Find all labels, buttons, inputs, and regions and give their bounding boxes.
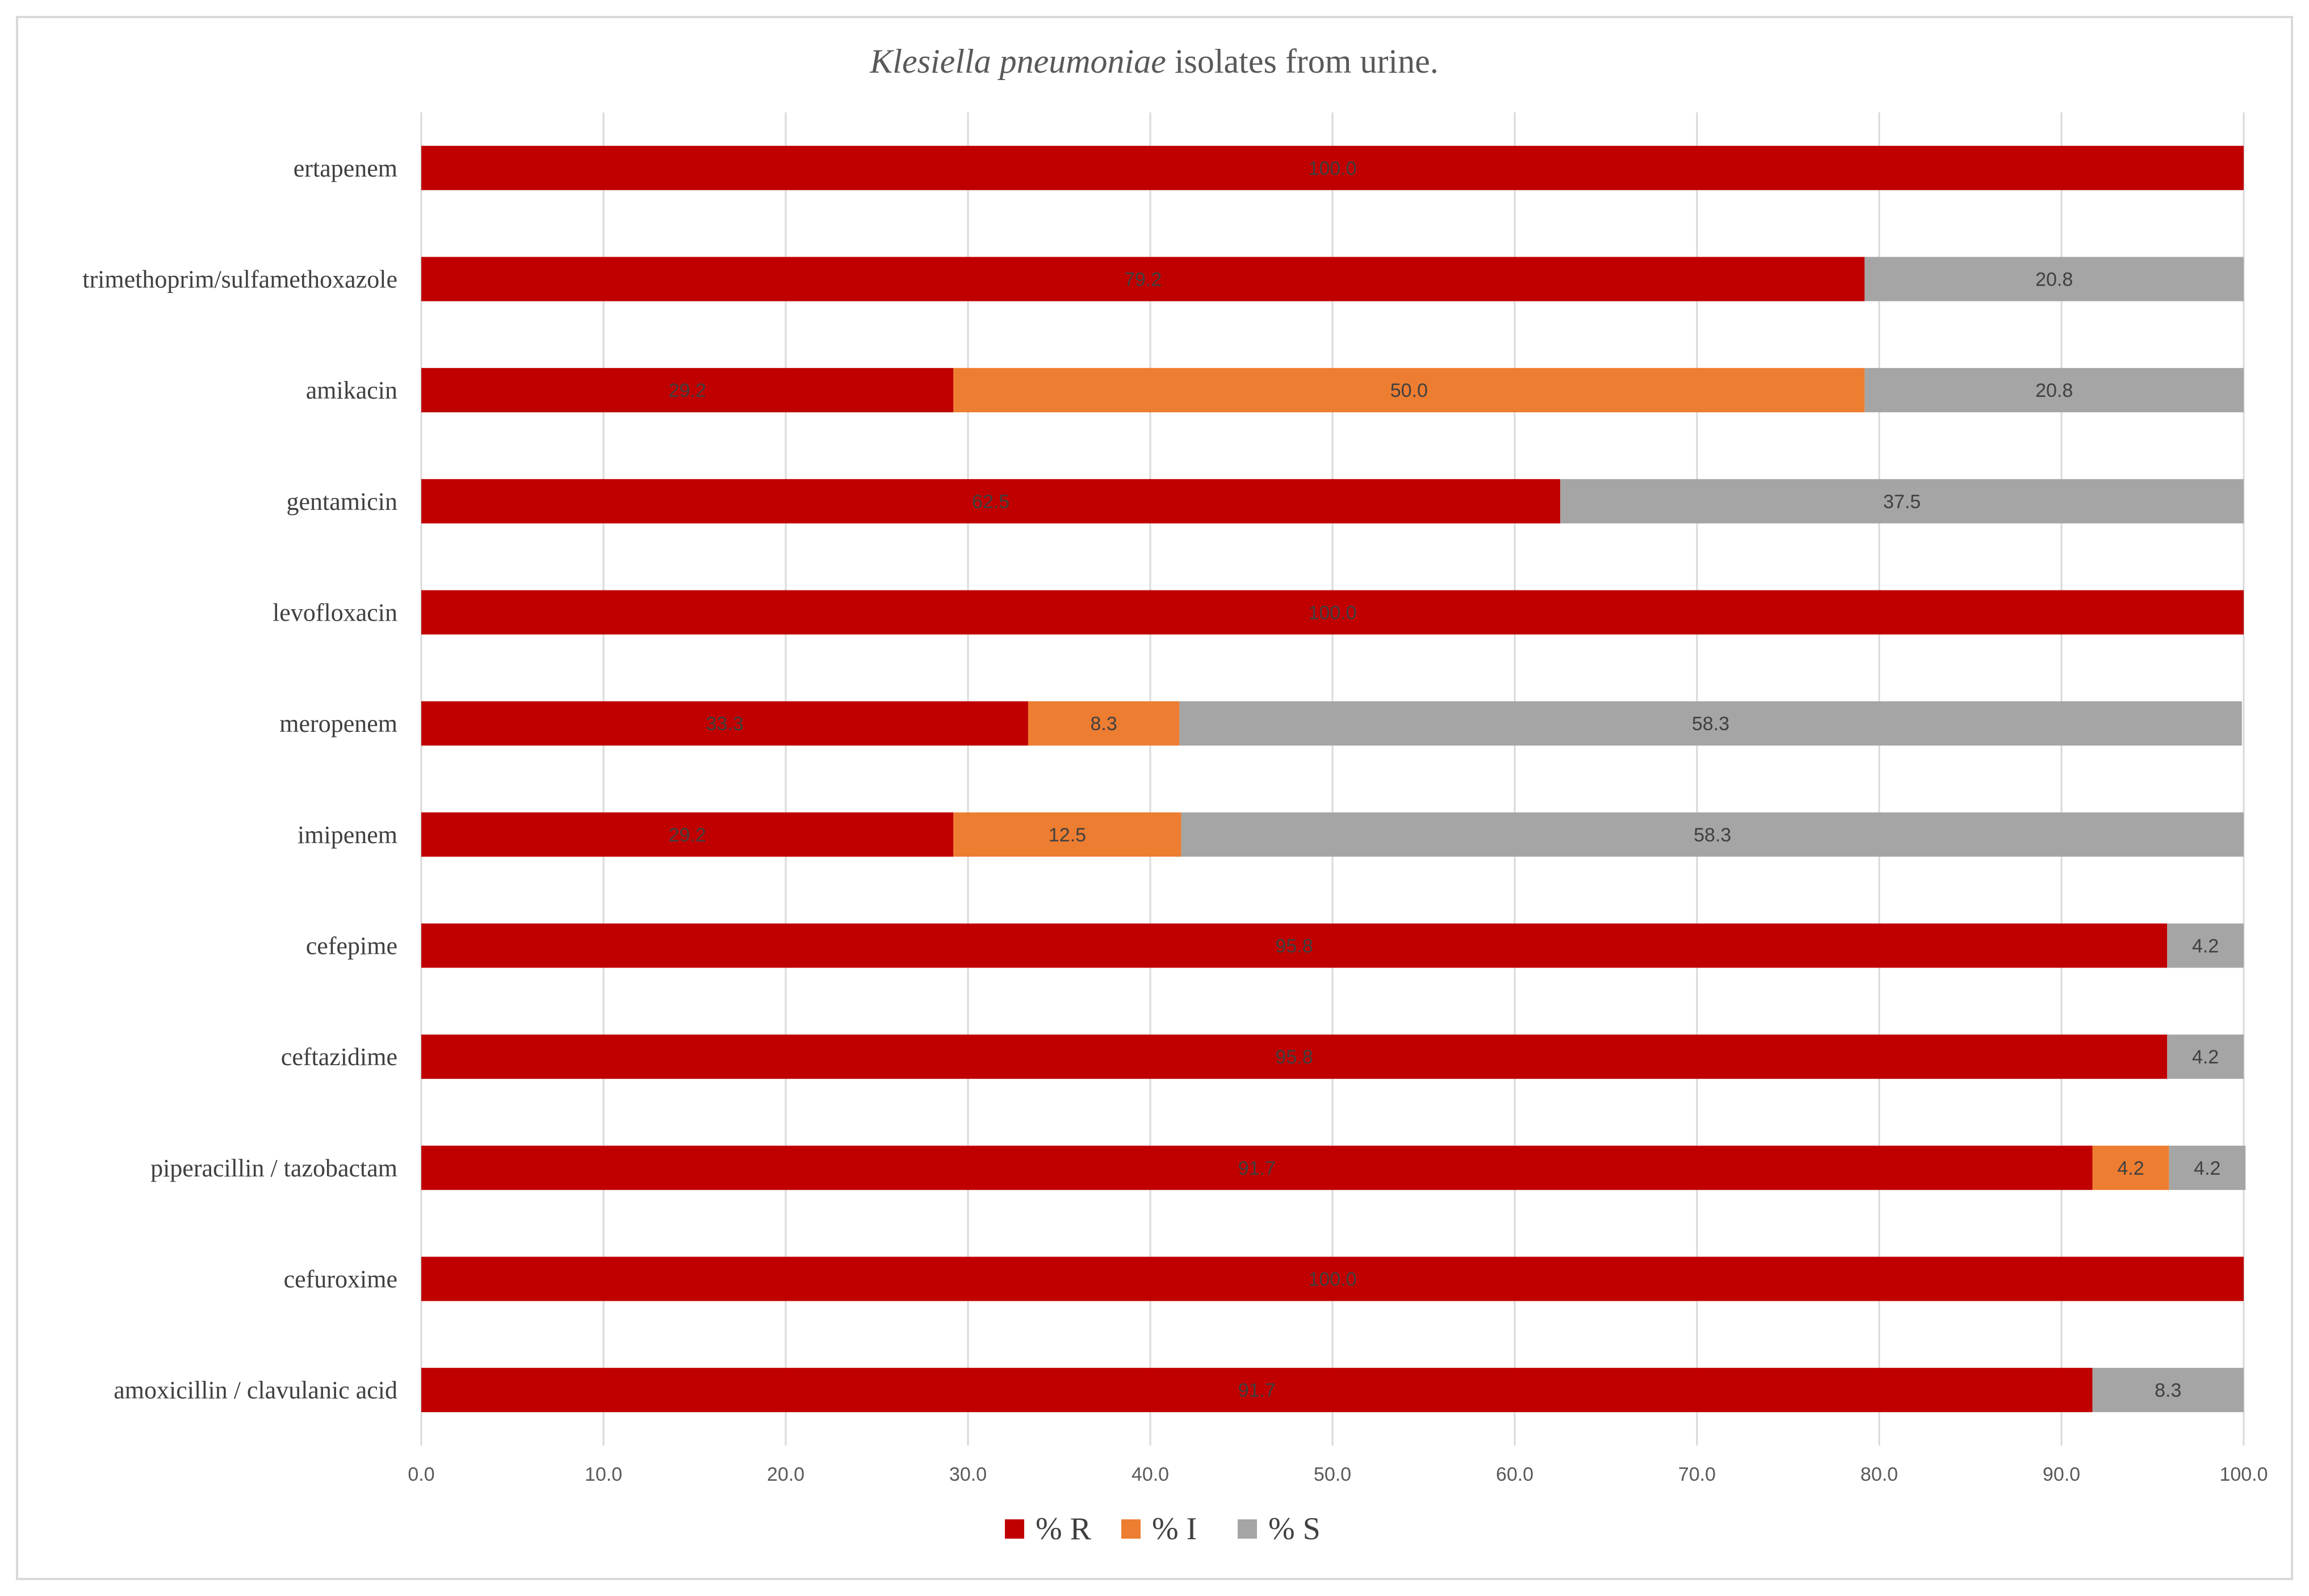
- bar-segment: [421, 479, 1561, 523]
- legend-label: % I: [1152, 1511, 1197, 1547]
- chart-frame: [16, 16, 2293, 1580]
- gridlines: [420, 112, 2245, 1446]
- category-label: amikacin: [306, 376, 397, 404]
- bar-segment: [421, 1256, 2244, 1301]
- bar-segment: [2167, 923, 2244, 968]
- bar-data-label: 91.7: [1238, 1380, 1276, 1401]
- bar-data-label: 12.5: [1049, 824, 1086, 846]
- bar-data-label: 58.3: [1694, 824, 1731, 846]
- bar-data-label: 50.0: [1390, 380, 1428, 401]
- bar-segment: [953, 812, 1181, 857]
- x-tick-label: 100.0: [2219, 1464, 2268, 1485]
- bar-segment: [421, 701, 1028, 746]
- category-label: imipenem: [297, 821, 397, 849]
- chart-title-rest: isolates from urine.: [1166, 43, 1439, 80]
- category-label: ceftazidime: [281, 1043, 397, 1071]
- bar-segment: [421, 257, 1865, 301]
- bar-segment: [2092, 1145, 2169, 1190]
- bar-data-label: 58.3: [1692, 713, 1729, 735]
- bar-segment: [1560, 479, 2244, 523]
- x-tick-label: 50.0: [1314, 1464, 1351, 1485]
- category-labels: ertapenem trimethoprim/sulfamethoxazole am…: [82, 154, 397, 1404]
- category-label: trimethoprim/sulfamethoxazole: [82, 266, 397, 294]
- category-label: levofloxacin: [273, 599, 397, 627]
- chart-title-italic: Klesiella pneumoniae: [869, 43, 1166, 80]
- legend-label: % S: [1268, 1511, 1321, 1547]
- x-tick-label: 60.0: [1496, 1464, 1533, 1485]
- bar-data-label: 4.2: [2117, 1158, 2144, 1179]
- legend: % R % I % S: [1005, 1511, 1321, 1547]
- x-tick-label: 0.0: [408, 1464, 434, 1485]
- x-axis-tick-labels: 0.0 10.0 20.0 30.0 40.0 50.0 60.0 70.0 80.0 90.0 1…: [408, 1464, 2268, 1485]
- legend-swatch: [1121, 1519, 1141, 1539]
- legend-swatch: [1005, 1519, 1024, 1539]
- bar-data-label: 62.5: [972, 491, 1009, 513]
- bar-data-label: 95.8: [1275, 936, 1313, 957]
- bar-data-label: 20.8: [2035, 380, 2073, 401]
- bar-segment: [421, 812, 954, 857]
- category-label: amoxicillin / clavulanic acid: [114, 1376, 397, 1404]
- category-label: meropenem: [279, 710, 397, 738]
- bar-segment: [1181, 812, 2244, 857]
- category-label: cefepime: [306, 932, 397, 960]
- bar-data-label: 33.3: [706, 713, 743, 735]
- bars: [421, 145, 2246, 1413]
- bar-segment: [2092, 1368, 2244, 1413]
- category-label: ertapenem: [294, 154, 397, 182]
- data-labels: 100.0 79.2 20.8 29.2 50.0 20.8 62.5 37.5 100.0 33…: [669, 158, 2221, 1401]
- bar-data-label: 91.7: [1238, 1158, 1276, 1179]
- bar-segment: [421, 368, 954, 413]
- x-tick-label: 80.0: [1860, 1464, 1898, 1485]
- bar-segment: [421, 1368, 2093, 1413]
- bar-segment: [1864, 257, 2244, 301]
- bar-segment: [421, 1034, 2168, 1079]
- legend-label: % R: [1036, 1511, 1092, 1547]
- legend-item: % S: [1238, 1511, 1321, 1547]
- legend-item: % R: [1005, 1511, 1092, 1547]
- bar-segment: [1864, 368, 2244, 413]
- bar-data-label: 79.2: [1124, 269, 1162, 291]
- chart-title: Klesiella pneumoniae isolates from urine…: [869, 43, 1438, 80]
- bar-data-label: 8.3: [1091, 713, 1117, 735]
- bar-segment: [421, 590, 2244, 635]
- x-tick-label: 30.0: [949, 1464, 987, 1485]
- x-tick-label: 20.0: [767, 1464, 804, 1485]
- bar-segment: [2167, 1034, 2244, 1079]
- category-label: gentamicin: [287, 488, 398, 516]
- bar-data-label: 4.2: [2192, 1046, 2219, 1068]
- bar-segment: [421, 145, 2244, 190]
- bar-segment: [2169, 1145, 2246, 1190]
- bar-data-label: 4.2: [2192, 936, 2219, 957]
- x-tick-label: 70.0: [1678, 1464, 1716, 1485]
- bar-data-label: 29.2: [669, 824, 706, 846]
- category-label: piperacillin / tazobactam: [150, 1154, 397, 1182]
- bar-data-label: 20.8: [2035, 269, 2073, 291]
- bar-segment: [421, 1145, 2093, 1190]
- category-label: cefuroxime: [284, 1266, 397, 1293]
- x-tick-label: 90.0: [2043, 1464, 2080, 1485]
- legend-swatch: [1238, 1519, 1257, 1539]
- bar-segment: [1028, 701, 1180, 746]
- bar-data-label: 37.5: [1883, 491, 1921, 513]
- bar-data-label: 4.2: [2194, 1158, 2220, 1179]
- bar-data-label: 100.0: [1308, 158, 1356, 179]
- bar-data-label: 100.0: [1308, 1269, 1356, 1291]
- bar-segment: [421, 923, 2168, 968]
- bar-data-label: 29.2: [669, 380, 706, 401]
- bar-data-label: 8.3: [2155, 1380, 2181, 1401]
- legend-item: % I: [1121, 1511, 1197, 1547]
- x-tick-label: 10.0: [585, 1464, 622, 1485]
- bar-data-label: 100.0: [1308, 602, 1356, 624]
- bar-data-label: 95.8: [1275, 1046, 1313, 1068]
- bar-segment: [1179, 701, 2242, 746]
- x-tick-label: 40.0: [1132, 1464, 1169, 1485]
- bar-segment: [953, 368, 1865, 413]
